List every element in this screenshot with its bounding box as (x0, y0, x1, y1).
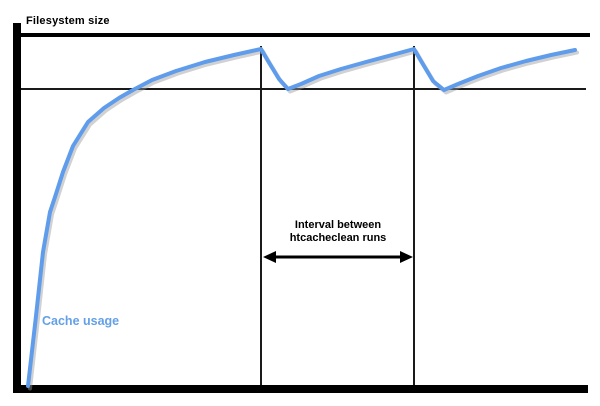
interval-label-line1: Interval between (294, 219, 382, 231)
interval-label: Interval between htcacheclean runs (262, 219, 414, 245)
htcacheclean-run-line-1 (260, 46, 262, 385)
clean-threshold-line (21, 88, 586, 90)
interval-arrow-right-head (400, 251, 413, 263)
x-axis (13, 385, 588, 393)
htcacheclean-run-line-2 (413, 46, 415, 385)
interval-label-line2: htcacheclean runs (289, 232, 387, 244)
filesystem-size-line (21, 33, 590, 37)
cache-usage-label: Cache usage (42, 314, 120, 328)
y-axis (13, 23, 21, 393)
interval-arrow-left-head (263, 251, 276, 263)
filesystem-size-label: Filesystem size (26, 15, 110, 27)
cache-usage-line (26, 47, 577, 388)
